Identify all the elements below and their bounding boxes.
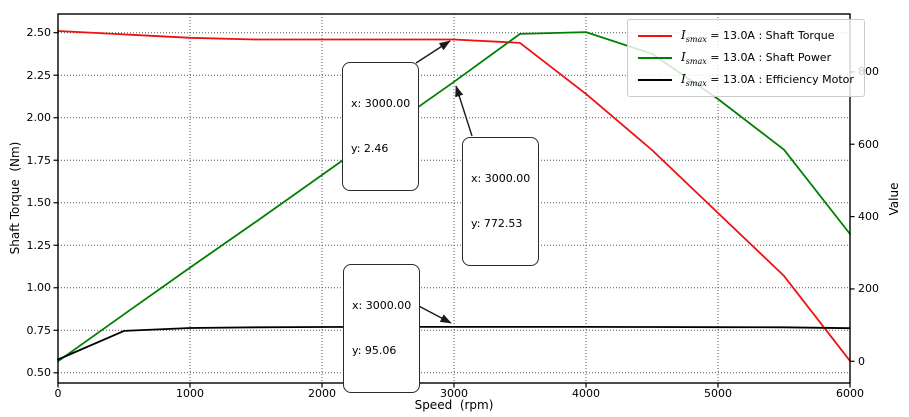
legend-line-sample-red <box>638 35 672 37</box>
legend-sub: smax <box>685 79 707 89</box>
annotation-x-value: x: 3000.00 <box>471 172 531 185</box>
legend-rest: = 13.0A : Shaft Power <box>706 50 832 64</box>
right-y-tick-label: 600 <box>858 137 879 151</box>
annotation-arrow <box>455 85 473 137</box>
legend-var: I <box>681 71 686 86</box>
legend-sub: smax <box>685 57 707 67</box>
annotation-y-value: y: 772.53 <box>471 217 523 230</box>
left-y-axis-title: Shaft Torque (Nm) <box>8 141 22 255</box>
legend-line-sample-black <box>638 79 672 81</box>
series-line-ismax-a-efficiency-motor <box>57 325 851 361</box>
legend-entry-shaft-torque: Ismax = 13.0A : Shaft Torque <box>638 25 854 47</box>
x-tick-label: 4000 <box>572 387 600 400</box>
legend-rest: = 13.0A : Efficiency Motor <box>706 72 854 86</box>
left-y-tick-label: 1.00 <box>26 281 52 295</box>
right-y-tick-label: 200 <box>858 282 879 296</box>
left-y-tick-label: 0.75 <box>26 323 52 337</box>
right-y-tick-label: 400 <box>858 210 879 224</box>
axis-layer <box>53 13 855 388</box>
x-tick-label: 6000 <box>836 387 864 400</box>
right-y-tick-label: 0 <box>858 354 865 368</box>
annotation-arrow <box>415 40 451 64</box>
right-y-axis-title: Value <box>887 182 901 216</box>
x-tick-label: 0 <box>54 387 62 400</box>
annotation-x-value: x: 3000.00 <box>351 97 411 110</box>
left-y-tick-label: 2.25 <box>26 68 52 82</box>
left-y-tick-label: 0.50 <box>26 366 52 380</box>
annotation-y-value: y: 95.06 <box>352 344 397 357</box>
x-tick-label: 5000 <box>704 387 732 400</box>
annotation-y-value: y: 2.46 <box>351 142 389 155</box>
legend-label: Ismax = 13.0A : Shaft Torque <box>681 28 834 44</box>
legend-sub: smax <box>685 35 707 45</box>
left-y-tick-label: 2.00 <box>26 111 52 125</box>
legend-label: Ismax = 13.0A : Efficiency Motor <box>681 72 854 88</box>
legend-entry-shaft-power: Ismax = 13.0A : Shaft Power <box>638 47 854 69</box>
left-y-tick-label: 1.25 <box>26 238 52 252</box>
annotation-torque-callout: x: 3000.00 y: 2.46 <box>342 62 420 191</box>
legend-var: I <box>681 27 686 42</box>
x-tick-label: 2000 <box>308 387 336 400</box>
legend-var: I <box>681 49 686 64</box>
left-y-tick-label: 1.50 <box>26 196 52 210</box>
x-tick-label: 1000 <box>176 387 204 400</box>
grid-layer <box>58 14 850 383</box>
annotation-x-value: x: 3000.00 <box>352 299 412 312</box>
x-tick-label: 3000 <box>440 387 468 400</box>
x-axis-title: Speed (rpm) <box>414 398 494 412</box>
left-y-tick-label: 1.75 <box>26 153 52 167</box>
annotation-power-callout: x: 3000.00 y: 772.53 <box>462 137 540 266</box>
legend-entry-efficiency-motor: Ismax = 13.0A : Efficiency Motor <box>638 69 854 91</box>
legend: Ismax = 13.0A : Shaft Torque Ismax = 13.… <box>627 19 865 97</box>
series-line-ismax-a-shaft-power <box>57 31 851 363</box>
series-line-ismax-a-shaft-torque <box>57 30 851 362</box>
annotation-efficiency-callout: x: 3000.00 y: 95.06 <box>343 264 421 393</box>
series-layer <box>57 30 851 363</box>
legend-line-sample-green <box>638 57 672 59</box>
legend-label: Ismax = 13.0A : Shaft Power <box>681 50 831 66</box>
left-y-tick-label: 2.50 <box>26 26 52 40</box>
legend-rest: = 13.0A : Shaft Torque <box>706 28 835 42</box>
